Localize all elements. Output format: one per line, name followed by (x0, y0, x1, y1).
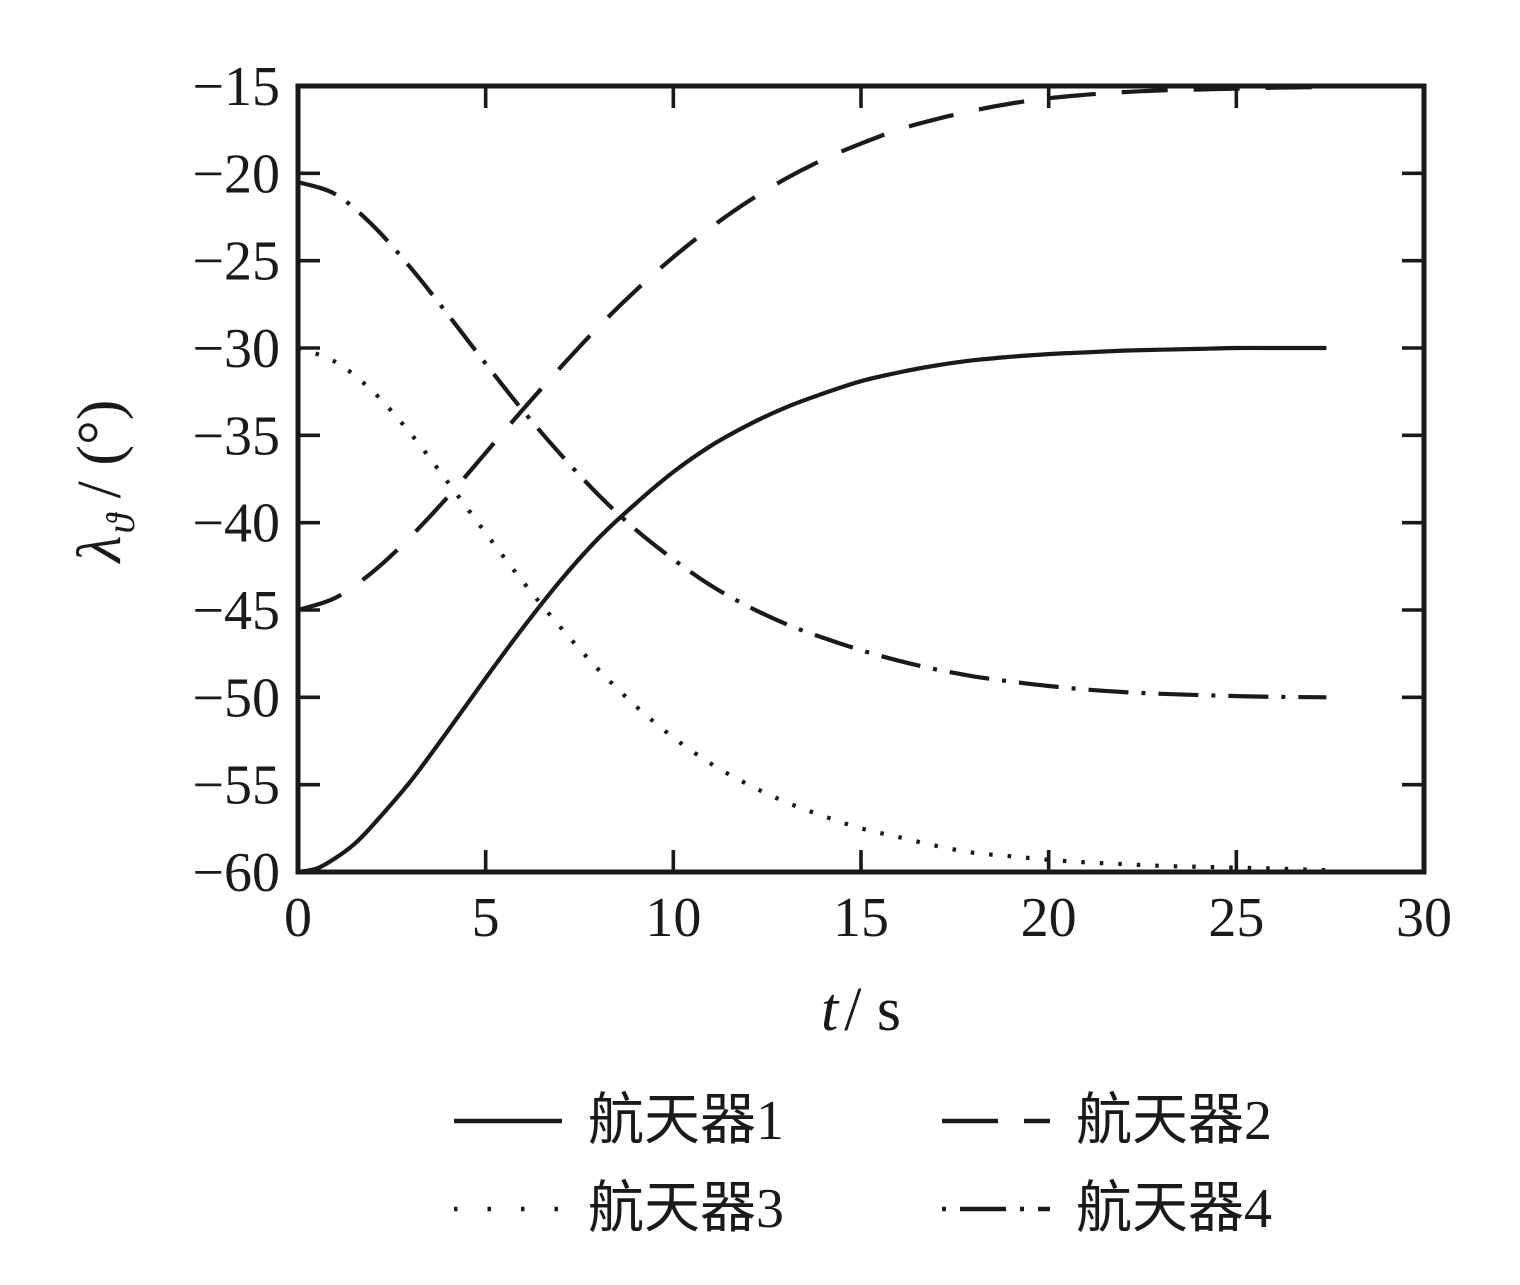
legend-item-spacecraft1: 航天器1 (452, 1088, 940, 1154)
legend-line-dashed (942, 1118, 1050, 1124)
y-tick-label: −35 (192, 405, 280, 467)
y-axis-unit: / (°) (66, 399, 134, 514)
y-tick-label: −40 (192, 493, 280, 555)
legend-row-2: 航天器3 航天器4 (452, 1176, 1312, 1242)
legend-label-spacecraft2: 航天器2 (1076, 1090, 1272, 1152)
y-tick-label: −60 (192, 842, 280, 904)
plot-frame (295, 83, 1427, 875)
legend-label-spacecraft3: 航天器3 (588, 1178, 784, 1240)
y-tick-label: −15 (192, 56, 280, 118)
y-tick-label: −30 (192, 318, 280, 380)
y-axis-subscript: ϑ (98, 513, 143, 534)
x-axis-unit: / s (844, 976, 902, 1044)
x-tick-label: 5 (472, 887, 500, 949)
y-axis-label: λϑ / (°) (64, 231, 143, 731)
legend-item-spacecraft2: 航天器2 (940, 1088, 1272, 1154)
x-axis-symbol: t (820, 976, 839, 1044)
legend-line-dotted (454, 1206, 562, 1212)
curve-dashed (297, 84, 1327, 613)
x-tick-label: 10 (645, 887, 701, 949)
legend-item-spacecraft3: 航天器3 (452, 1176, 940, 1242)
legend-line-solid (454, 1118, 562, 1124)
y-tick-label: −20 (192, 143, 280, 205)
x-tick-label: 15 (833, 887, 889, 949)
curve-dashdot (297, 180, 1327, 700)
legend-item-spacecraft4: 航天器4 (940, 1176, 1272, 1242)
legend: 航天器1 航天器2 航天器3 航天器4 (452, 1088, 1312, 1242)
x-tick-label: 0 (284, 887, 312, 949)
x-axis-label: t/ s (298, 975, 1424, 1046)
y-tick-label: −55 (192, 755, 280, 817)
x-tick-label: 30 (1396, 887, 1452, 949)
curve-solid (297, 345, 1327, 875)
legend-label-spacecraft4: 航天器4 (1076, 1178, 1272, 1240)
x-tick-label: 25 (1208, 887, 1264, 949)
y-tick-label: −45 (192, 580, 280, 642)
y-tick-label: −25 (192, 231, 280, 293)
legend-label-spacecraft1: 航天器1 (588, 1090, 784, 1152)
y-tick-label: −50 (192, 667, 280, 729)
legend-line-dashdot (942, 1206, 1050, 1212)
y-axis-symbol: λ (66, 535, 134, 563)
x-tick-label: 20 (1021, 887, 1077, 949)
curve-dotted (297, 346, 1327, 873)
legend-row-1: 航天器1 航天器2 (452, 1088, 1312, 1154)
